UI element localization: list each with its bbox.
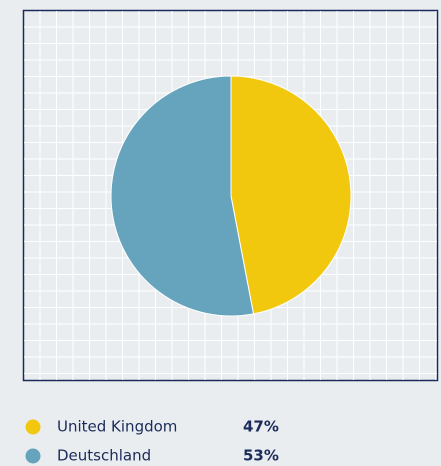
pie-slice [230,75,352,315]
legend-marker [25,448,41,464]
legend-label: United Kingdom [57,418,177,436]
legend-marker [25,419,41,435]
pie-slice [110,75,255,317]
legend-label: Deutschland [57,447,151,465]
legend-value: 47% [243,418,279,436]
legend-value: 53% [243,447,279,465]
